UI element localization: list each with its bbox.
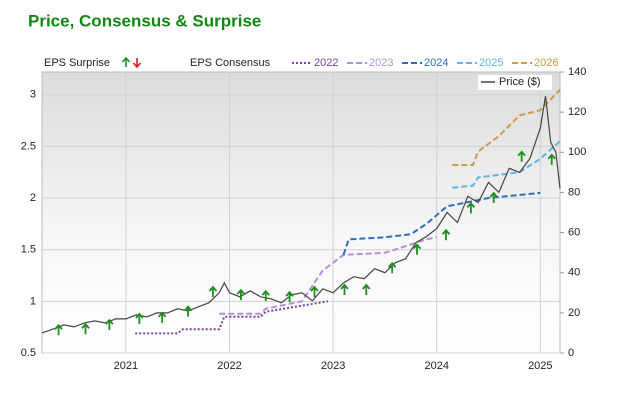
y-tick-label: 2 (30, 192, 36, 204)
surprise-arrow (466, 202, 476, 214)
y-tick-label: 3 (30, 89, 36, 101)
surprise-arrow (387, 261, 397, 274)
series-line (452, 140, 561, 189)
series-line (452, 88, 561, 166)
series-line (41, 96, 561, 334)
legend-label: 2023 (369, 57, 393, 69)
surprise-arrow (81, 322, 90, 335)
surprise-arrow (489, 191, 498, 204)
y-tick-label: 0.5 (21, 347, 36, 359)
y-tick-label: 1.5 (21, 244, 36, 256)
y2-tick-label: 140 (568, 66, 586, 78)
y2-tick-label: 120 (568, 106, 586, 118)
legend-consensus: EPS Consensus (190, 57, 271, 69)
surprise-arrow (362, 283, 371, 295)
legend-label: 2022 (314, 57, 338, 69)
surprise-arrow (517, 150, 526, 162)
y2-tick-label: 20 (568, 307, 580, 319)
series-line (219, 236, 437, 315)
chart-title: Price, Consensus & Surprise (28, 11, 261, 30)
y-tick-label: 2.5 (21, 140, 36, 152)
surprise-arrow (412, 243, 422, 255)
surprise-arrow (236, 288, 246, 301)
legend-up-arrow (121, 56, 131, 67)
y2-tick-label: 0 (568, 347, 574, 359)
legend-label: Price ($) (499, 76, 541, 88)
surprise-arrow (441, 228, 451, 241)
surprise-arrow (310, 285, 319, 298)
surprise-arrow (547, 153, 556, 165)
y2-tick-label: 60 (568, 226, 580, 238)
x-tick-label: 2022 (217, 360, 241, 372)
surprise-arrow (157, 311, 167, 323)
surprise-arrow (208, 285, 218, 298)
plot-area (41, 71, 561, 354)
surprise-arrow (54, 323, 63, 336)
legend-down-arrow (132, 58, 142, 69)
x-tick-label: 2025 (528, 360, 552, 372)
legend-label: 2024 (424, 57, 448, 69)
y-tick-label: 1 (30, 295, 36, 307)
y2-tick-label: 100 (568, 146, 586, 158)
series-line (135, 300, 329, 335)
surprise-arrow (183, 305, 193, 317)
surprise-arrow (135, 312, 144, 324)
legend-box (478, 75, 552, 90)
x-tick-label: 2023 (321, 360, 345, 372)
y2-tick-label: 40 (568, 267, 580, 279)
legend-label: 2025 (479, 57, 503, 69)
surprise-arrow (261, 289, 270, 302)
y2-tick-label: 80 (568, 186, 580, 198)
x-tick-label: 2021 (114, 360, 138, 372)
x-tick-label: 2024 (424, 360, 448, 372)
surprise-arrow (340, 283, 349, 295)
legend-label: 2026 (534, 57, 558, 69)
series-line (342, 191, 541, 256)
surprise-arrow (285, 290, 294, 303)
legend-surprise: EPS Surprise (44, 57, 110, 69)
surprise-arrow (105, 318, 114, 331)
